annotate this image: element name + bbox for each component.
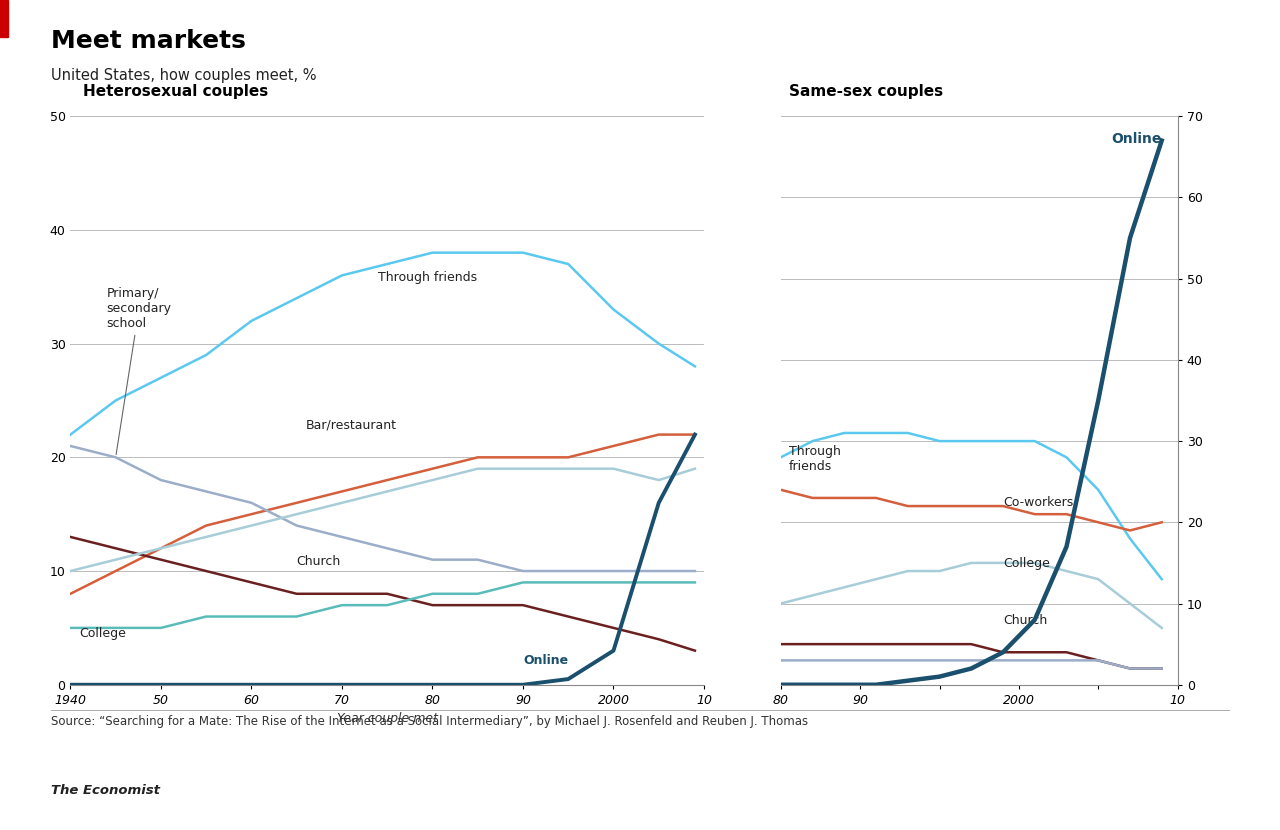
Text: College: College [1004, 557, 1050, 570]
Text: Heterosexual couples: Heterosexual couples [83, 84, 269, 99]
Text: Same-sex couples: Same-sex couples [788, 84, 943, 99]
Text: Co-workers: Co-workers [1004, 496, 1073, 509]
Text: Bar/restaurant: Bar/restaurant [306, 419, 397, 432]
X-axis label: Year couple met: Year couple met [337, 712, 438, 725]
Text: Source: “Searching for a Mate: The Rise of the Internet as a Social Intermediary: Source: “Searching for a Mate: The Rise … [51, 715, 809, 729]
Text: Online: Online [524, 654, 568, 667]
Text: College: College [79, 627, 127, 640]
Text: Meet markets: Meet markets [51, 29, 246, 53]
Text: Online: Online [1111, 133, 1162, 146]
Text: Through
friends: Through friends [788, 445, 841, 472]
Text: Church: Church [297, 555, 340, 569]
Text: Through friends: Through friends [378, 271, 477, 284]
Text: The Economist: The Economist [51, 784, 160, 798]
Text: United States, how couples meet, %: United States, how couples meet, % [51, 68, 316, 83]
Text: Church: Church [1004, 614, 1047, 627]
Text: Primary/
secondary
school: Primary/ secondary school [106, 286, 172, 455]
